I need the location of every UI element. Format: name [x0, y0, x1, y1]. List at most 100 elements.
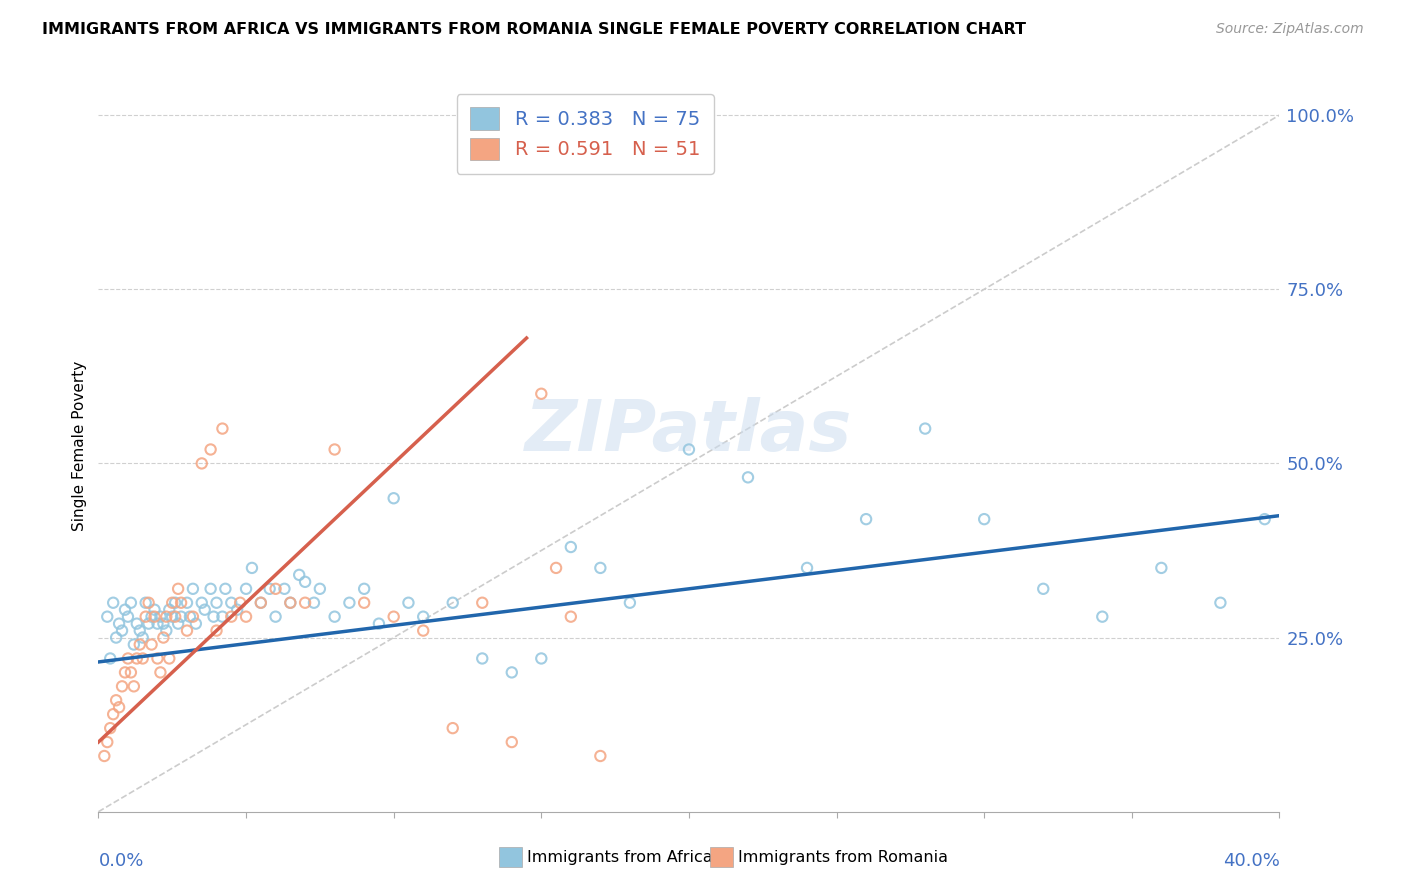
Point	[162, 609, 183, 624]
Point	[250, 596, 273, 610]
Point	[200, 582, 222, 596]
Point	[294, 574, 316, 589]
Point	[111, 624, 134, 638]
Point	[259, 582, 281, 596]
Point	[737, 470, 759, 484]
Point	[125, 616, 148, 631]
Legend: R = 0.383   N = 75, R = 0.591   N = 51: R = 0.383 N = 75, R = 0.591 N = 51	[457, 94, 714, 174]
Point	[184, 616, 207, 631]
Point	[114, 665, 136, 680]
Point	[96, 735, 118, 749]
Point	[176, 596, 198, 610]
Point	[170, 609, 193, 624]
Point	[1091, 609, 1114, 624]
Point	[353, 596, 375, 610]
Point	[105, 631, 128, 645]
Point	[280, 596, 302, 610]
Point	[128, 624, 150, 638]
Point	[235, 582, 257, 596]
Point	[914, 421, 936, 435]
Point	[181, 609, 204, 624]
Point	[132, 651, 155, 665]
Point	[288, 567, 311, 582]
Point	[141, 638, 163, 652]
Point	[191, 457, 214, 471]
Point	[1150, 561, 1173, 575]
Point	[152, 631, 174, 645]
Point	[117, 609, 139, 624]
Point	[93, 749, 115, 764]
Point	[471, 596, 494, 610]
Point	[165, 609, 187, 624]
Point	[214, 582, 236, 596]
Point	[382, 491, 405, 506]
Point	[181, 582, 204, 596]
Point	[678, 442, 700, 457]
Point	[441, 721, 464, 735]
Point	[240, 561, 263, 575]
Point	[309, 582, 332, 596]
Point	[138, 616, 160, 631]
Point	[205, 624, 228, 638]
Text: ZIPatlas: ZIPatlas	[526, 397, 852, 466]
Point	[1209, 596, 1232, 610]
Point	[157, 651, 180, 665]
Point	[143, 609, 166, 624]
Point	[162, 596, 183, 610]
Point	[501, 665, 523, 680]
Point	[167, 616, 190, 631]
Text: Immigrants from Romania: Immigrants from Romania	[738, 850, 948, 864]
Point	[546, 561, 568, 575]
Point	[176, 624, 198, 638]
Text: 40.0%: 40.0%	[1223, 852, 1279, 870]
Point	[155, 624, 177, 638]
Point	[146, 651, 169, 665]
Point	[108, 616, 131, 631]
Point	[264, 609, 287, 624]
Point	[211, 609, 233, 624]
Point	[96, 609, 118, 624]
Point	[152, 616, 174, 631]
Point	[221, 596, 243, 610]
Point	[205, 596, 228, 610]
Point	[202, 609, 225, 624]
Point	[117, 651, 139, 665]
Point	[138, 596, 160, 610]
Point	[353, 582, 375, 596]
Point	[501, 735, 523, 749]
Text: Immigrants from Africa: Immigrants from Africa	[527, 850, 713, 864]
Text: 0.0%: 0.0%	[98, 852, 143, 870]
Point	[103, 596, 125, 610]
Point	[146, 616, 169, 631]
Point	[226, 603, 249, 617]
Point	[167, 582, 190, 596]
Point	[264, 582, 287, 596]
Point	[103, 707, 125, 722]
Point	[1032, 582, 1054, 596]
Point	[339, 596, 361, 610]
Point	[235, 609, 257, 624]
Point	[530, 386, 553, 401]
Point	[132, 631, 155, 645]
Point	[135, 609, 157, 624]
Point	[149, 665, 172, 680]
Point	[471, 651, 494, 665]
Point	[294, 596, 316, 610]
Point	[280, 596, 302, 610]
Point	[128, 638, 150, 652]
Point	[530, 651, 553, 665]
Point	[211, 421, 233, 435]
Point	[229, 596, 252, 610]
Point	[441, 596, 464, 610]
Point	[1254, 512, 1277, 526]
Point	[141, 609, 163, 624]
Text: IMMIGRANTS FROM AFRICA VS IMMIGRANTS FROM ROMANIA SINGLE FEMALE POVERTY CORRELAT: IMMIGRANTS FROM AFRICA VS IMMIGRANTS FRO…	[42, 22, 1026, 37]
Point	[108, 700, 131, 714]
Point	[143, 603, 166, 617]
Point	[165, 596, 187, 610]
Point	[323, 609, 346, 624]
Point	[98, 721, 121, 735]
Point	[120, 665, 142, 680]
Point	[973, 512, 995, 526]
Point	[120, 596, 142, 610]
